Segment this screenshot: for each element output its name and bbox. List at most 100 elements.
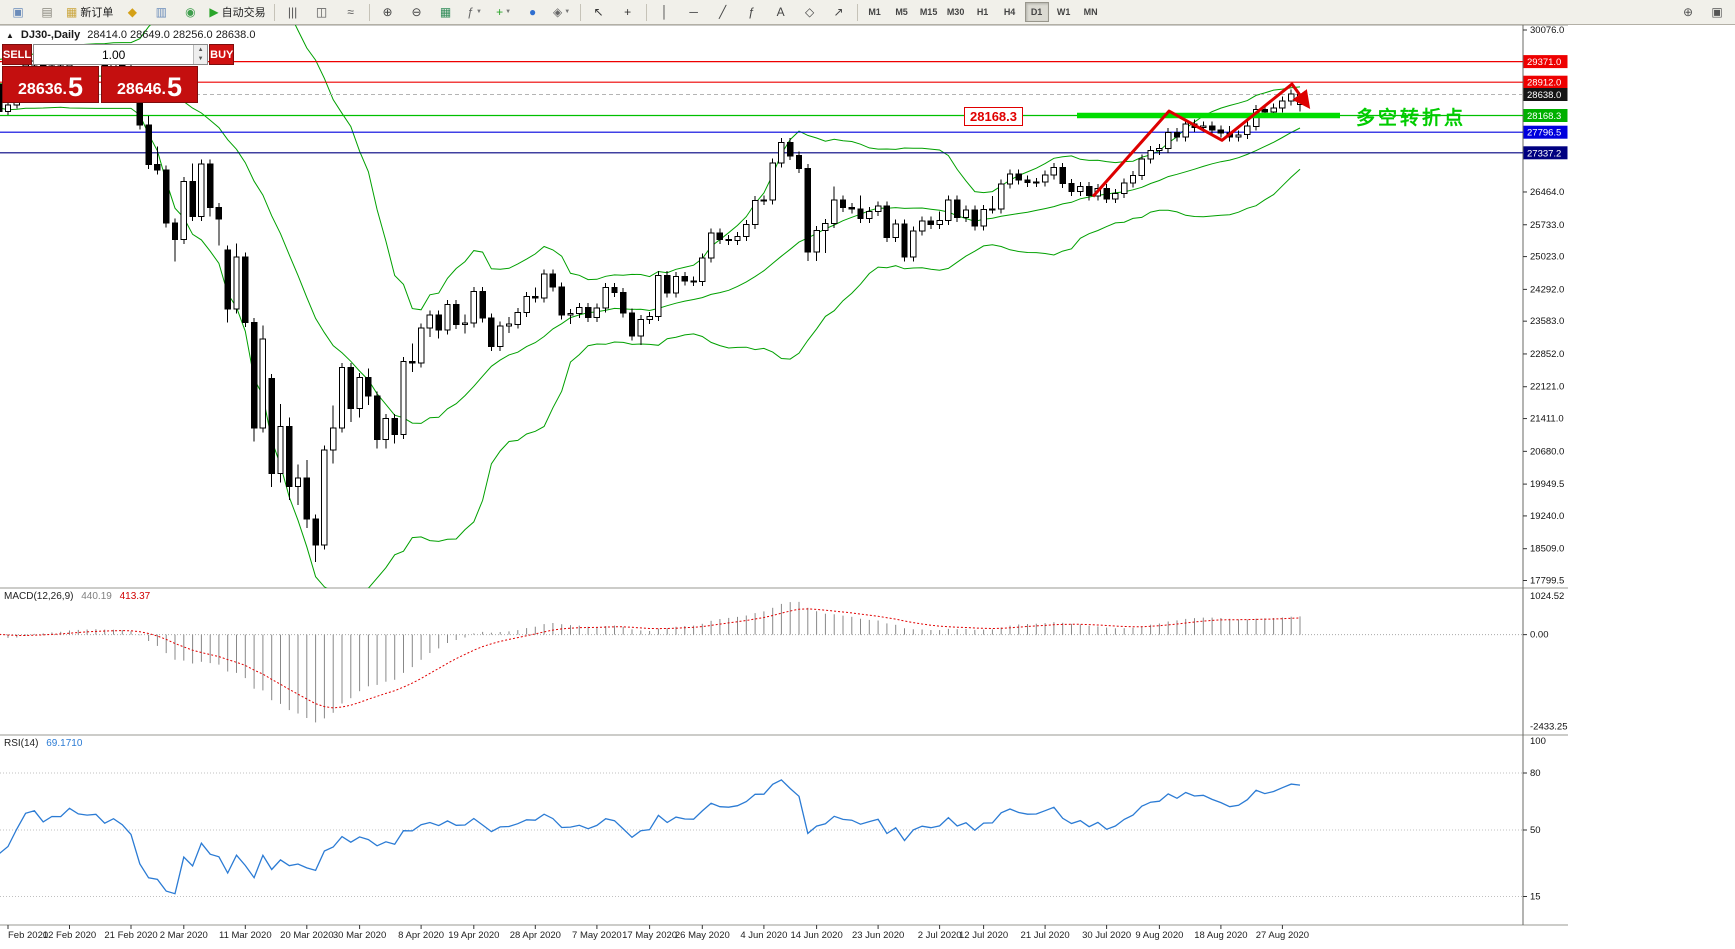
svg-text:30 Jul 2020: 30 Jul 2020 [1082, 930, 1131, 941]
zoom-in-icon[interactable]: ⊕ [374, 1, 402, 23]
trendline-icon-glyph: ╱ [718, 5, 727, 19]
svg-text:28168.3: 28168.3 [1527, 111, 1561, 122]
timeframe-m5[interactable]: M5 [895, 7, 908, 17]
strategy-tester-icon[interactable]: ◉ [176, 1, 204, 23]
svg-text:12 Feb 2020: 12 Feb 2020 [43, 930, 96, 941]
svg-text:21 Feb 2020: 21 Feb 2020 [104, 930, 157, 941]
svg-text:25733.0: 25733.0 [1530, 220, 1564, 231]
vertical-line-icon-glyph: │ [660, 5, 669, 19]
terminal-icon-glyph: ▣ [12, 5, 24, 19]
toolbar-separator [645, 3, 647, 21]
price-axis[interactable]: 30076.0 26464.0 25733.0 25023.0 24292.0 23583… [1523, 25, 1568, 903]
add-indicator-icon[interactable]: + ▼ [490, 1, 518, 23]
data-window-icon[interactable]: ▥ [147, 1, 175, 23]
svg-text:14 Jun 2020: 14 Jun 2020 [790, 930, 842, 941]
rsi-value: 69.1710 [46, 738, 83, 749]
line-chart-icon[interactable]: ≈ [337, 1, 365, 23]
bollinger-band-up [0, 25, 1301, 311]
horizontal-line-icon-glyph: ─ [689, 5, 698, 19]
timeframe-d1[interactable]: D1 [1024, 2, 1049, 22]
lot-input[interactable] [34, 45, 194, 64]
indicators-list-icon-dropdown[interactable]: ▼ [475, 9, 482, 15]
autotrading-button[interactable]: ▶ 自动交易 [205, 1, 269, 23]
svg-text:Feb 2020: Feb 2020 [8, 930, 48, 941]
sell-price-display[interactable]: 28636. 5 [2, 66, 99, 103]
sell-button[interactable]: SELL [2, 44, 33, 65]
support-price-label[interactable]: 28168.3 [964, 106, 1023, 126]
tile-windows-icon[interactable]: ▦ [432, 1, 460, 23]
svg-text:28 Apr 2020: 28 Apr 2020 [510, 930, 561, 941]
templates-icon-dropdown[interactable]: ▼ [564, 9, 571, 15]
main-price-pane[interactable] [0, 0, 1523, 596]
line-chart-icon-glyph: ≈ [347, 5, 354, 19]
svg-text:26464.0: 26464.0 [1530, 187, 1564, 198]
buy-button[interactable]: BUY [209, 44, 235, 65]
one-click-collapse-icon[interactable]: ▲ [6, 30, 14, 40]
chart-search-icon[interactable]: ⊕ [1674, 1, 1702, 23]
vertical-line-icon[interactable]: │ [651, 1, 679, 23]
timeframe-m1[interactable]: M1 [868, 7, 881, 17]
svg-text:21 Jul 2020: 21 Jul 2020 [1021, 930, 1070, 941]
templates-icon-glyph: ◈ [552, 5, 563, 19]
rsi-pane[interactable] [0, 772, 1523, 897]
bar-chart-icon[interactable]: ||| [279, 1, 307, 23]
svg-text:2 Mar 2020: 2 Mar 2020 [160, 930, 208, 941]
macd-pane[interactable] [0, 601, 1523, 723]
timeframe-m30[interactable]: M30 [946, 7, 965, 17]
trendline-icon[interactable]: ╱ [709, 1, 737, 23]
svg-text:0.00: 0.00 [1530, 630, 1549, 641]
svg-text:20680.0: 20680.0 [1530, 446, 1564, 457]
fibonacci-icon[interactable]: ƒ [738, 1, 766, 23]
arrow-tool-icon-glyph: ↗ [833, 5, 844, 19]
text-tool-icon[interactable]: A [767, 1, 795, 23]
add-indicator-icon-dropdown[interactable]: ▼ [505, 9, 512, 15]
docking-icon[interactable]: ▣ [1703, 1, 1731, 23]
lot-decrease-button[interactable]: ▼ [194, 54, 208, 64]
svg-text:8 Apr 2020: 8 Apr 2020 [398, 930, 444, 941]
timeframe-m15[interactable]: M15 [919, 7, 938, 17]
new-order-button-glyph: ▦ [66, 5, 78, 19]
lot-increase-button[interactable]: ▲ [194, 45, 208, 55]
new-order-button[interactable]: ▦ 新订单 [62, 1, 117, 23]
zoom-out-icon[interactable]: ⊖ [403, 1, 431, 23]
candlestick-chart-icon[interactable]: ◫ [308, 1, 336, 23]
toolbar-separator [273, 3, 275, 21]
new-chart-icon[interactable]: ▤ [33, 1, 61, 23]
buy-price-display[interactable]: 28646. 5 [101, 66, 198, 103]
docking-icon-glyph: ▣ [1711, 5, 1723, 19]
buy-price: 28646. [117, 81, 166, 99]
templates-icon[interactable]: ◈ ▼ [548, 1, 576, 23]
fibonacci-icon-glyph: ƒ [748, 5, 755, 19]
timeframe-w1[interactable]: W1 [1056, 7, 1071, 17]
svg-text:21411.0: 21411.0 [1530, 414, 1564, 425]
terminal-icon[interactable]: ▣ [4, 1, 32, 23]
clock-icon[interactable]: ● [519, 1, 547, 23]
buy-price-big-digit: 5 [166, 72, 182, 103]
macd-signal-value: 413.37 [119, 591, 151, 602]
chart-search-icon-glyph: ⊕ [1682, 5, 1694, 19]
timeframe-h4[interactable]: H4 [1003, 7, 1016, 17]
indicators-list-icon[interactable]: ƒ ▼ [461, 1, 489, 23]
cursor-icon[interactable]: ↖ [585, 1, 613, 23]
tile-windows-icon-glyph: ▦ [439, 5, 452, 19]
pivot-note-text[interactable]: 多空转折点 [1356, 107, 1467, 129]
shapes-icon[interactable]: ◇ [796, 1, 824, 23]
svg-text:80: 80 [1530, 768, 1541, 779]
timeframe-mn[interactable]: MN [1083, 7, 1098, 17]
timeframe-h1[interactable]: H1 [976, 7, 989, 17]
svg-text:19949.5: 19949.5 [1530, 479, 1564, 490]
horizontal-line-icon[interactable]: ─ [680, 1, 708, 23]
market-watch-icon[interactable]: ◆ [118, 1, 146, 23]
svg-text:27796.5: 27796.5 [1527, 128, 1561, 139]
svg-text:19 Apr 2020: 19 Apr 2020 [448, 930, 499, 941]
arrow-tool-icon[interactable]: ↗ [825, 1, 853, 23]
trend-zigzag-arrow[interactable] [1091, 82, 1311, 198]
crosshair-icon[interactable]: + [614, 1, 642, 23]
lot-spinner: ▲ ▼ [193, 45, 208, 64]
rsi-line [0, 779, 1301, 895]
toolbar-separator [856, 3, 858, 21]
svg-text:27 Aug 2020: 27 Aug 2020 [1256, 930, 1309, 941]
text-tool-icon-glyph: A [776, 5, 785, 19]
